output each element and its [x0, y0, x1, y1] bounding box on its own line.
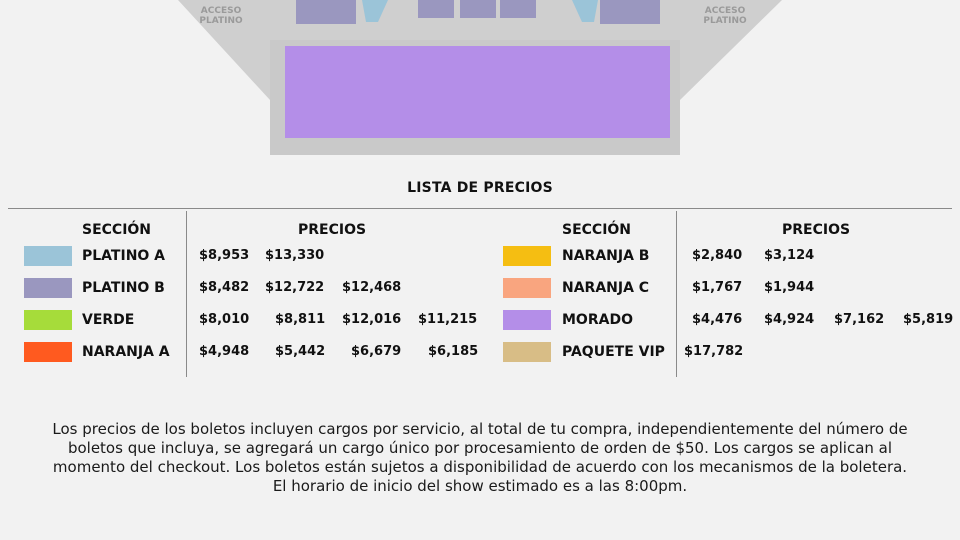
price-value: $6,679	[351, 344, 402, 359]
price-value: $1,944	[764, 280, 815, 295]
note-line: boletos que incluya, se agregará un carg…	[67, 439, 893, 457]
title-divider	[8, 208, 952, 209]
venue-map-graphic	[178, 0, 782, 155]
note-line: Los precios de los boletos incluyen carg…	[52, 420, 908, 438]
section-color-swatch	[24, 342, 72, 362]
price-value: $2,840	[692, 248, 743, 263]
price-value: $8,010	[199, 312, 250, 327]
price-value: $5,442	[275, 344, 326, 359]
section-name: NARANJA B	[562, 248, 650, 264]
price-value: $12,468	[342, 280, 402, 295]
section-color-swatch	[24, 278, 72, 298]
right-section-header: SECCIÓN	[562, 222, 632, 238]
price-value: $5,819	[903, 312, 954, 327]
price-value: $4,924	[764, 312, 815, 327]
section-name: MORADO	[562, 312, 633, 328]
right-column-divider	[676, 211, 677, 377]
price-value: $8,811	[275, 312, 326, 327]
section-name: NARANJA A	[82, 344, 170, 360]
section-color-swatch	[503, 246, 551, 266]
acceso-right-line2: PLATINO	[703, 16, 747, 26]
section-color-swatch	[503, 310, 551, 330]
section-color-swatch	[24, 246, 72, 266]
acceso-right-line1: ACCESO	[704, 6, 746, 16]
price-value: $4,948	[199, 344, 250, 359]
left-prices-header: PRECIOS	[298, 222, 367, 238]
acceso-platino-left: ACCESO PLATINO	[176, 6, 266, 26]
section-color-swatch	[24, 310, 72, 330]
section-name: PLATINO A	[82, 248, 166, 264]
venue-map: ACCESO PLATINO ACCESO PLATINO	[0, 0, 960, 170]
acceso-left-line2: PLATINO	[199, 16, 243, 26]
price-value: $7,162	[834, 312, 885, 327]
price-value: $1,767	[692, 280, 743, 295]
price-value: $6,185	[428, 344, 479, 359]
section-name: VERDE	[82, 312, 135, 328]
acceso-platino-right: ACCESO PLATINO	[680, 6, 770, 26]
price-value: $8,953	[199, 248, 250, 263]
price-value: $4,476	[692, 312, 743, 327]
price-value: $17,782	[684, 344, 744, 359]
price-value: $13,330	[265, 248, 325, 263]
price-value: $8,482	[199, 280, 250, 295]
price-value: $3,124	[764, 248, 815, 263]
price-value: $11,215	[418, 312, 478, 327]
section-color-swatch	[503, 342, 551, 362]
price-value: $12,722	[265, 280, 325, 295]
acceso-left-line1: ACCESO	[200, 6, 242, 16]
section-name: PAQUETE VIP	[562, 344, 665, 360]
section-name: PLATINO B	[82, 280, 165, 296]
left-section-header: SECCIÓN	[82, 222, 152, 238]
price-list-title: LISTA DE PRECIOS	[407, 180, 553, 196]
morado-section-grid	[285, 46, 670, 138]
section-color-swatch	[503, 278, 551, 298]
note-line: momento del checkout. Los boletos están …	[52, 458, 908, 476]
note-line: El horario de inicio del show estimado e…	[272, 477, 688, 495]
left-column-divider	[186, 211, 187, 377]
section-name: NARANJA C	[562, 280, 650, 296]
right-prices-header: PRECIOS	[782, 222, 851, 238]
price-value: $12,016	[342, 312, 402, 327]
pricing-note: Los precios de los boletos incluyen carg…	[20, 420, 940, 496]
